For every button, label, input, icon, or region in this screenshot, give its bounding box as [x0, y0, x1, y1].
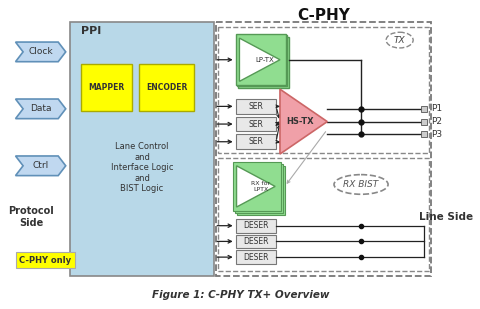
Text: DESER: DESER [243, 221, 269, 230]
Bar [236, 34, 286, 85]
Bar [236, 219, 276, 233]
Text: Ctrl: Ctrl [33, 161, 49, 170]
Bar [239, 37, 288, 88]
Text: Lane Control
and
Interface Logic
and
BIST Logic: Lane Control and Interface Logic and BIS… [111, 142, 173, 193]
Text: P3: P3 [432, 130, 443, 139]
Bar [218, 158, 429, 271]
Polygon shape [15, 42, 66, 62]
Polygon shape [280, 89, 327, 154]
Text: SER: SER [249, 120, 264, 129]
Text: TX: TX [394, 36, 406, 44]
Bar [235, 164, 283, 213]
Bar [81, 64, 132, 111]
Text: Line Side: Line Side [419, 212, 473, 222]
Text: SER: SER [249, 102, 264, 111]
Bar [236, 99, 276, 114]
Bar [70, 23, 215, 276]
Bar [15, 252, 75, 268]
Polygon shape [15, 99, 66, 119]
Polygon shape [15, 156, 66, 176]
Bar [139, 64, 194, 111]
Text: C-PHY: C-PHY [297, 8, 350, 23]
Text: C-PHY only: C-PHY only [19, 256, 72, 265]
Bar [236, 117, 276, 131]
Text: PPI: PPI [81, 26, 101, 36]
Text: DESER: DESER [243, 237, 269, 246]
Bar [233, 162, 281, 211]
Bar [236, 235, 276, 248]
Text: DESER: DESER [243, 253, 269, 262]
Polygon shape [240, 38, 280, 81]
Bar [236, 250, 276, 264]
Bar [237, 166, 285, 215]
Text: SER: SER [249, 137, 264, 146]
Text: Data: Data [30, 104, 51, 113]
Bar [218, 27, 429, 153]
Text: ENCODER: ENCODER [146, 83, 187, 92]
Bar [237, 35, 287, 86]
Bar [236, 134, 276, 149]
Text: Figure 1: C-PHY TX+ Overview: Figure 1: C-PHY TX+ Overview [152, 290, 329, 300]
Text: LP-TX: LP-TX [255, 57, 274, 63]
Bar [216, 23, 431, 276]
Text: P1: P1 [432, 104, 443, 113]
Polygon shape [237, 166, 275, 207]
Text: P2: P2 [432, 117, 443, 126]
Text: RX BIST: RX BIST [343, 180, 379, 189]
Text: RX for
LPTX: RX for LPTX [251, 181, 270, 192]
Text: HS-TX: HS-TX [286, 117, 313, 126]
Text: Clock: Clock [28, 47, 53, 56]
Text: Protocol
Side: Protocol Side [8, 206, 54, 228]
Text: MAPPER: MAPPER [89, 83, 125, 92]
